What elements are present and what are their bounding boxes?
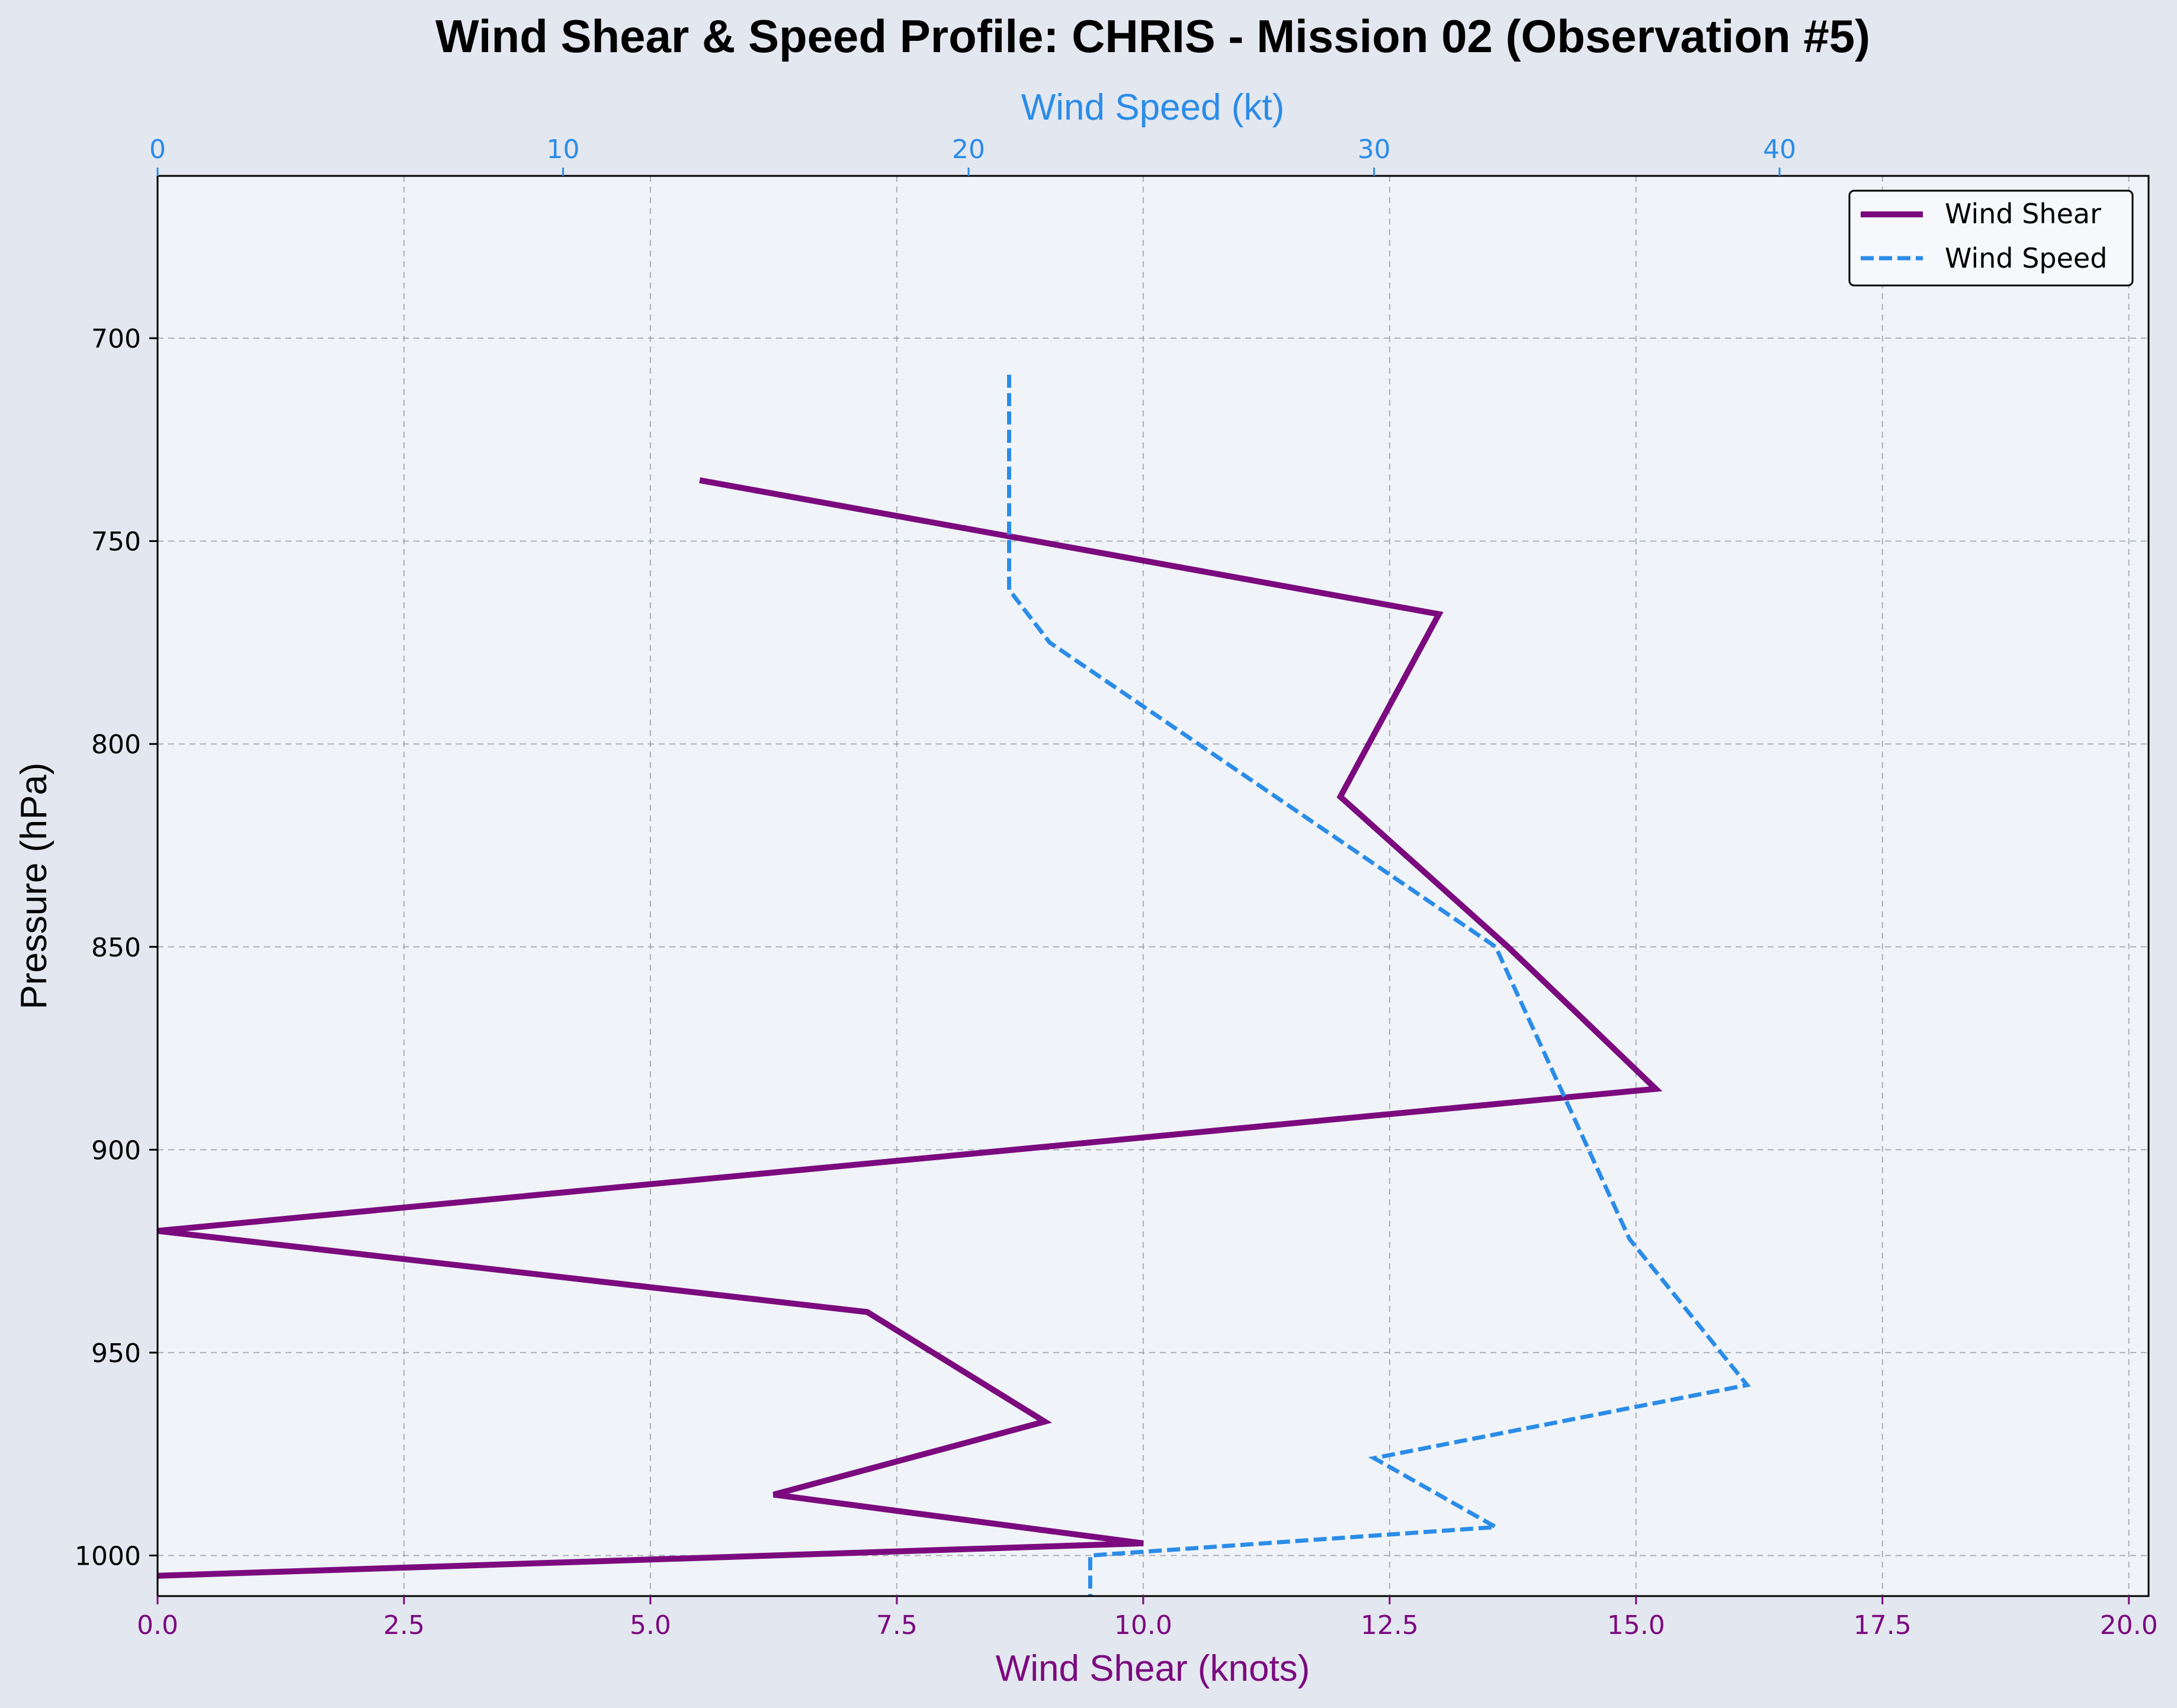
y-tick-label-4: 900 — [91, 1135, 141, 1166]
bottom-tick-label-1: 2.5 — [383, 1610, 425, 1640]
y-axis-label: Pressure (hPa) — [14, 763, 54, 1010]
top-tick-label-1: 10 — [547, 134, 580, 165]
y-tick-label-5: 950 — [91, 1338, 141, 1369]
bottom-tick-label-0: 0.0 — [137, 1610, 178, 1640]
bottom-tick-label-6: 15.0 — [1607, 1610, 1665, 1640]
bottom-tick-label-8: 20.0 — [2100, 1610, 2158, 1640]
grid-lines — [157, 176, 2149, 1596]
wind-speed-line — [1007, 374, 1751, 1596]
top-tick-label-4: 40 — [1763, 134, 1796, 165]
chart-title: Wind Shear & Speed Profile: CHRIS - Miss… — [435, 10, 1870, 62]
y-tick-label-1: 750 — [91, 527, 141, 557]
top-tick-label-2: 20 — [952, 134, 985, 165]
bottom-tick-label-5: 12.5 — [1361, 1610, 1419, 1640]
bottom-tick-label-4: 10.0 — [1114, 1610, 1172, 1640]
legend-wind-speed-label: Wind Speed — [1945, 242, 2107, 274]
bottom-tick-label-7: 17.5 — [1854, 1610, 1912, 1640]
axis-ticks: 0.0 2.5 5.0 7.5 10.0 12.5 15.0 17.5 20.0 0 10 20 30 4… — [75, 134, 2158, 1640]
y-tick-label-3: 850 — [91, 933, 141, 963]
y-tick-label-2: 800 — [91, 730, 141, 760]
top-tick-label-0: 0 — [149, 134, 166, 165]
bottom-tick-label-2: 5.0 — [630, 1610, 671, 1640]
bottom-axis-label: Wind Shear (knots) — [996, 1648, 1310, 1689]
y-tick-label-0: 700 — [91, 324, 141, 354]
legend: Wind Shear Wind Speed — [1848, 190, 2134, 287]
legend-wind-shear-label: Wind Shear — [1945, 198, 2101, 230]
plot-area — [158, 176, 2149, 1596]
top-axis-label: Wind Speed (kt) — [1021, 87, 1285, 128]
y-tick-label-6: 1000 — [75, 1541, 141, 1571]
plot-frame — [156, 175, 2150, 1597]
bottom-tick-label-3: 7.5 — [876, 1610, 918, 1640]
top-tick-label-3: 30 — [1358, 134, 1391, 165]
